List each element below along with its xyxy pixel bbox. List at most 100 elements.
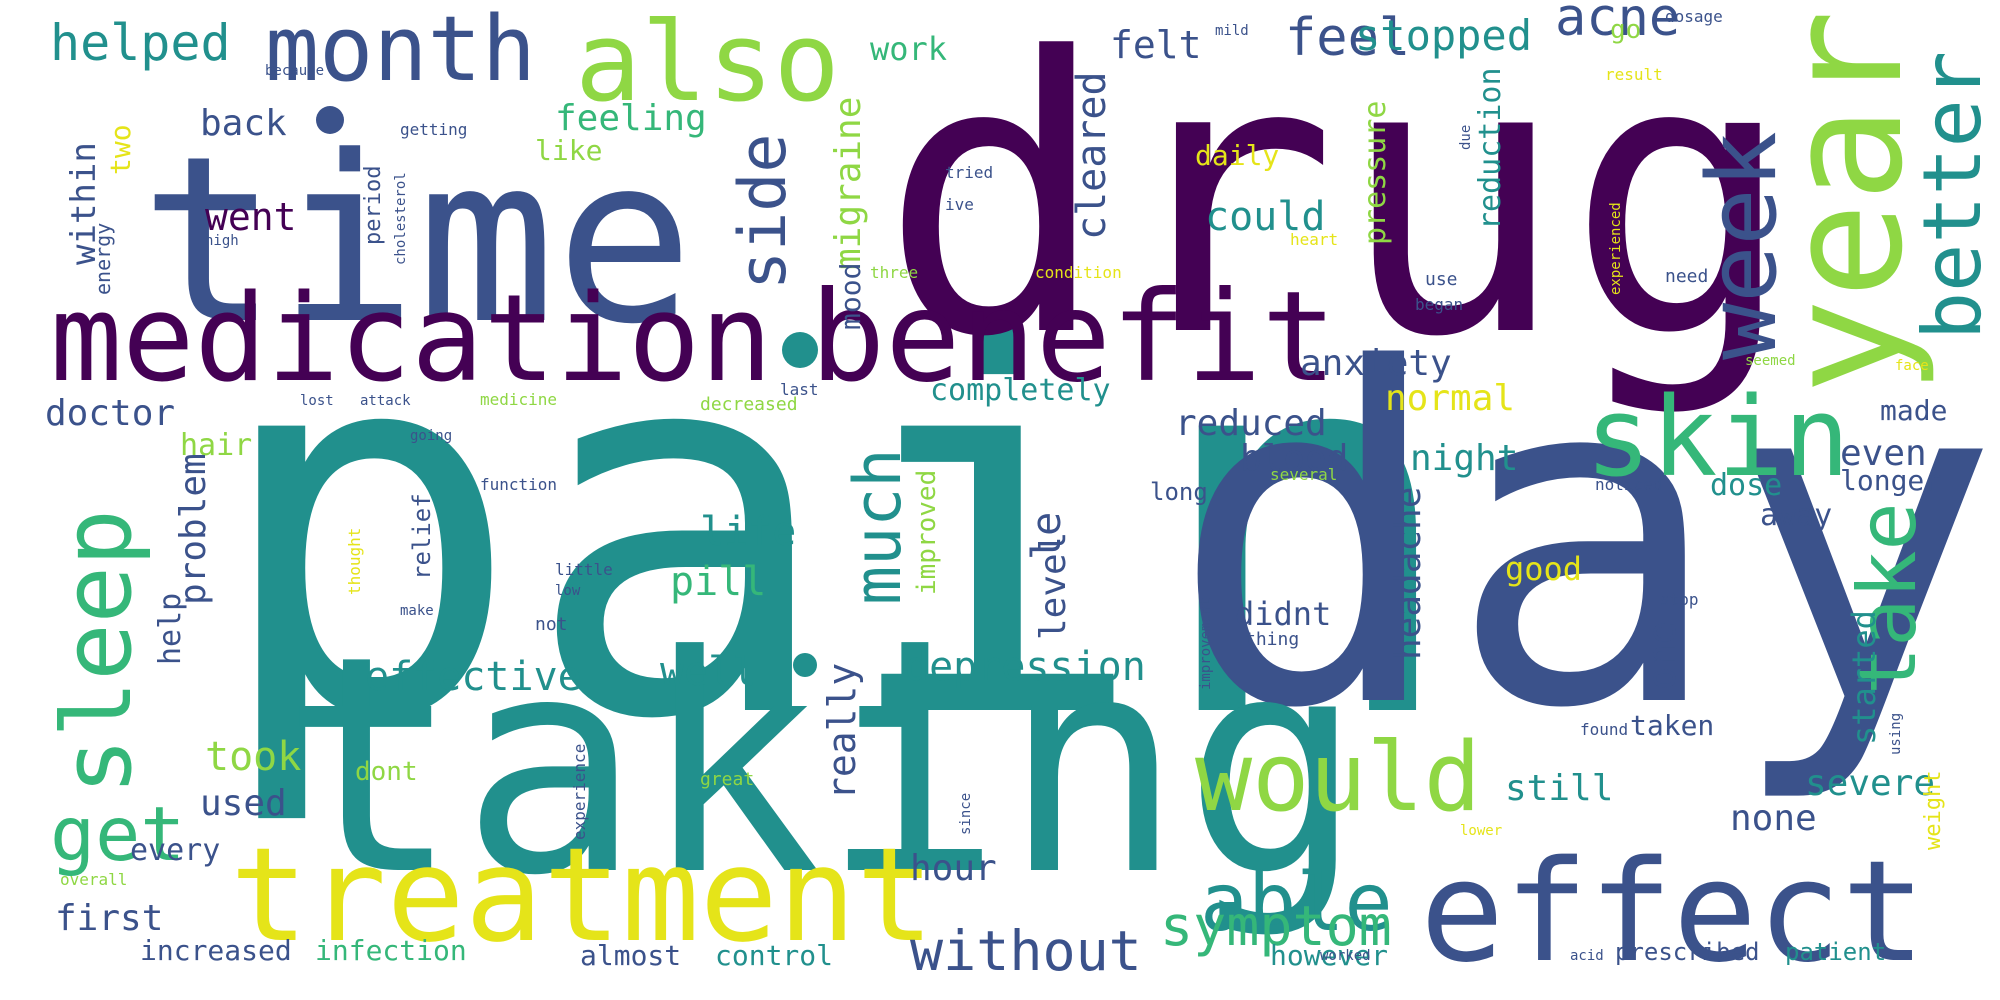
word-away: away bbox=[1760, 498, 1832, 533]
word-feel: feel bbox=[1285, 8, 1410, 68]
word-noticed: noticed bbox=[1595, 475, 1662, 494]
word-daily: daily bbox=[1195, 139, 1279, 172]
word-longer: longer bbox=[1840, 464, 1941, 497]
word-medication: medication bbox=[50, 270, 772, 409]
word-reduction: reduction bbox=[1473, 67, 1508, 230]
word-started: started bbox=[1845, 610, 1883, 745]
word-decreased: decreased bbox=[700, 394, 798, 415]
word-face: face bbox=[1895, 358, 1929, 374]
word-made: made bbox=[1880, 394, 1947, 427]
word-effective: effective bbox=[365, 654, 582, 700]
word-infection: infection bbox=[315, 934, 467, 967]
word-anxiety: anxiety bbox=[1300, 343, 1452, 384]
word-high: high bbox=[205, 233, 239, 249]
word-almost: almost bbox=[580, 939, 681, 972]
word-work: work bbox=[870, 30, 947, 68]
word-cleared: cleared bbox=[1069, 71, 1115, 240]
word-depression: depression bbox=[905, 644, 1146, 690]
word-experience: experience bbox=[570, 744, 589, 840]
word-reduced: reduced bbox=[1175, 403, 1327, 444]
word-need: need bbox=[1665, 266, 1708, 287]
word-migraine: migraine bbox=[828, 97, 869, 270]
word-symptom: symptom bbox=[1160, 894, 1392, 958]
word-helped: helped bbox=[50, 14, 231, 72]
word-get: get bbox=[50, 790, 185, 878]
word-severe: severe bbox=[1805, 763, 1935, 804]
word-began: began bbox=[1415, 295, 1463, 314]
word-using: using bbox=[1888, 713, 1904, 755]
word-pain: pain bbox=[210, 227, 1462, 833]
word-every: every bbox=[130, 833, 220, 868]
word-side: side bbox=[726, 133, 801, 290]
word-pressure: pressure bbox=[1358, 101, 1393, 246]
word-first: first bbox=[55, 898, 163, 939]
word-without: without bbox=[910, 919, 1142, 983]
word-much: much bbox=[841, 448, 916, 605]
word-time: time bbox=[140, 108, 694, 375]
word-little: little bbox=[555, 560, 613, 579]
word-good: good bbox=[1505, 550, 1582, 588]
word-blood: blood bbox=[1240, 438, 1348, 479]
word-used: used bbox=[200, 783, 287, 824]
word-two: two bbox=[104, 124, 137, 175]
word-dose: dose bbox=[1710, 468, 1782, 503]
word-night: night bbox=[1410, 438, 1518, 479]
word-found: found bbox=[1580, 720, 1628, 739]
word-taking: taking bbox=[280, 592, 1364, 941]
word-improvement: improvement bbox=[1198, 597, 1214, 690]
word-mild: mild bbox=[1215, 23, 1249, 39]
word-headache: headache bbox=[1388, 487, 1429, 660]
word-month: month bbox=[265, 0, 536, 102]
word-skin: skin bbox=[1585, 373, 1850, 501]
word-really: really bbox=[820, 663, 864, 800]
word-mood: mood bbox=[834, 263, 867, 330]
word-go: go bbox=[1610, 15, 1641, 45]
word-not: not bbox=[535, 614, 568, 635]
word-relief: relief bbox=[408, 493, 436, 580]
word-several: several bbox=[1270, 465, 1337, 484]
word-well: well bbox=[660, 649, 756, 695]
word-overall: overall bbox=[60, 870, 127, 889]
word-also: also bbox=[575, 0, 840, 126]
word-function: function bbox=[480, 475, 557, 494]
word-since: since bbox=[958, 793, 974, 835]
word-didnt: didnt bbox=[1235, 595, 1331, 633]
word-stop: stop bbox=[1660, 590, 1699, 609]
word-pill: pill bbox=[670, 559, 766, 605]
word-treatment: treatment bbox=[230, 819, 934, 971]
word-getting: getting bbox=[400, 120, 467, 139]
word-thing: thing bbox=[1245, 629, 1299, 650]
word-hair: hair bbox=[180, 428, 252, 463]
decorative-dot bbox=[793, 653, 817, 677]
word-dont: dont bbox=[355, 757, 418, 787]
word-long: long bbox=[1150, 478, 1208, 506]
word-could: could bbox=[1205, 194, 1325, 240]
word-lost: lost bbox=[300, 393, 334, 409]
word-acid: acid bbox=[1570, 948, 1604, 964]
word-level: level bbox=[1033, 532, 1074, 640]
word-increased: increased bbox=[140, 934, 292, 967]
word-medicine: medicine bbox=[480, 390, 557, 409]
word-however: however bbox=[1270, 939, 1388, 972]
word-going: going bbox=[410, 428, 452, 444]
word-patient: patient bbox=[1785, 938, 1886, 966]
word-period: period bbox=[361, 166, 386, 245]
word-low: low bbox=[555, 583, 581, 599]
word-able: able bbox=[1200, 856, 1393, 949]
word-result: result bbox=[1605, 65, 1663, 84]
word-seemed: seemed bbox=[1745, 353, 1796, 369]
word-week: week bbox=[1688, 131, 1798, 360]
word-thought: thought bbox=[345, 528, 364, 595]
word-feeling: feeling bbox=[555, 98, 707, 139]
word-would: would bbox=[1195, 723, 1481, 833]
decorative-dot bbox=[316, 106, 344, 134]
word-experienced: experienced bbox=[1608, 202, 1624, 295]
word-acne: acne bbox=[1555, 0, 1680, 48]
word-ive: ive bbox=[945, 195, 974, 214]
word-even: even bbox=[1840, 433, 1927, 474]
word-sleep: sleep bbox=[43, 509, 153, 795]
word-none: none bbox=[1730, 798, 1817, 839]
word-dosage: dosage bbox=[1665, 7, 1723, 26]
word-help: help bbox=[153, 593, 188, 665]
